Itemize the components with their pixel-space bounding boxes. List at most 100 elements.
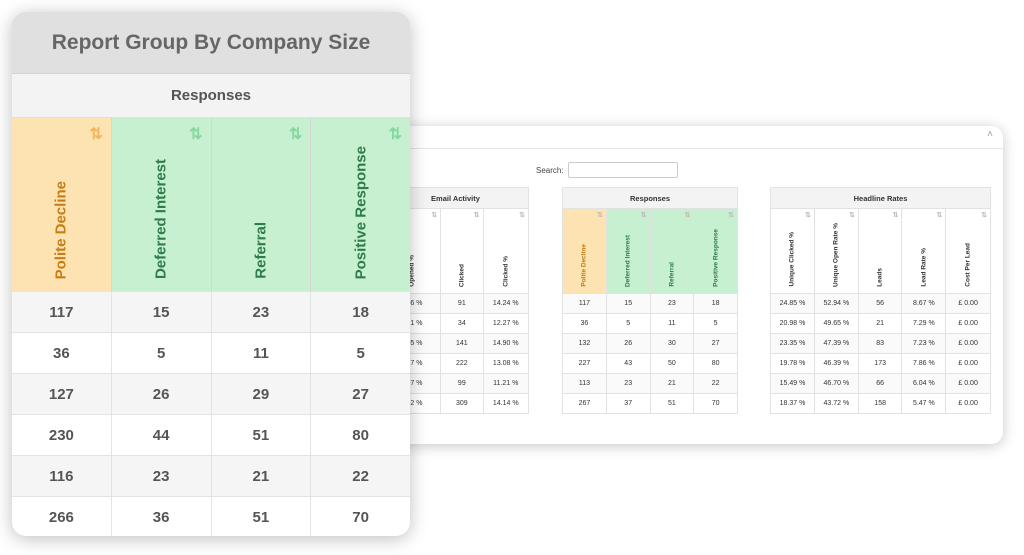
table-row: 116 23 21 22 (12, 455, 410, 496)
table-cell: 23.35 % (770, 333, 815, 354)
table-row: 19.78 % 46.39 % 173 7.86 % £ 0.00 (770, 353, 991, 374)
table-cell: 46.70 % (813, 373, 859, 394)
table-cell: 83 (857, 333, 903, 354)
col-referral[interactable]: ⇅ Referral (211, 118, 312, 291)
sort-icon[interactable]: ⇅ (805, 212, 811, 219)
table-cell: 8.67 % (901, 293, 947, 314)
table-cell: 44 (112, 415, 212, 455)
table-row: 36 5 11 5 (562, 313, 738, 334)
table-cell: £ 0.00 (945, 373, 991, 394)
table-cell: 21 (649, 373, 695, 394)
table-row: 18.37 % 43.72 % 158 5.47 % £ 0.00 (770, 393, 991, 414)
table-row: 20.98 % 49.65 % 21 7.29 % £ 0.00 (770, 313, 991, 334)
sort-icon[interactable]: ⇅ (189, 126, 203, 143)
search-label: Search: (536, 165, 564, 175)
col-referral[interactable]: ⇅ Referral (649, 208, 695, 294)
table-row: 132 26 30 27 (562, 333, 738, 354)
table-cell: 80 (693, 353, 738, 374)
sort-icon[interactable]: ⇅ (388, 126, 402, 143)
table-cell: 18 (693, 293, 738, 314)
table-row: 6.67 % 99 11.21 % (381, 373, 530, 394)
table-cell: 26 (605, 333, 651, 354)
table-cell: 22 (352, 467, 369, 485)
sort-icon[interactable]: ⇅ (892, 212, 899, 219)
table-cell: 18.37 % (770, 393, 815, 414)
table-row: 266 36 51 70 (12, 496, 410, 536)
table-cell: 34 (440, 313, 484, 334)
table-cell: 70 (693, 393, 738, 414)
sort-icon[interactable]: ⇅ (684, 212, 691, 219)
table-cell: 5 (605, 313, 651, 334)
responses-heading: Responses (562, 187, 738, 209)
company-size-report-card: Report Group By Company Size Responses ⇅… (12, 12, 410, 536)
table-cell: 309 (440, 393, 484, 414)
col-unique-open-rate[interactable]: ⇅ Unique Open Rate % (813, 208, 859, 294)
sort-icon[interactable]: ⇅ (288, 126, 303, 143)
col-deferred-interest[interactable]: ⇅ Deferred Interest (111, 118, 212, 291)
col-polite-decline[interactable]: ⇅ Polite Decline (12, 118, 112, 291)
search-input[interactable] (567, 162, 678, 178)
table-cell: 29 (212, 374, 312, 414)
table-body: 117 15 23 18 36 5 11 5 127 26 29 27 230 44 51 80 116 23 21… (12, 291, 410, 536)
responses-heading: Responses (12, 74, 410, 118)
table-cell: 24.85 % (770, 293, 815, 314)
sort-icon[interactable]: ⇅ (640, 212, 647, 219)
sort-icon[interactable]: ⇅ (89, 126, 103, 143)
table-cell: 66 (857, 373, 903, 394)
col-positive-response[interactable]: ⇅ Positive Response (311, 118, 410, 291)
sort-icon[interactable]: ⇅ (519, 212, 525, 219)
table-cell: 21 (212, 456, 312, 496)
table-cell: 23 (649, 293, 695, 314)
col-cost-per-lead[interactable]: ⇅ Cost Per Lead (945, 208, 991, 294)
table-cell: 37 (605, 393, 651, 414)
table-cell: 15 (112, 292, 212, 332)
table-row: 8.05 % 141 14.90 % (381, 333, 530, 354)
table-cell: 91 (440, 293, 484, 314)
report-title: Report Group By Company Size (12, 12, 410, 74)
table-cell: 12.27 % (482, 313, 530, 334)
table-row: 127 26 29 27 (12, 373, 410, 414)
table-cell: 11 (212, 333, 312, 373)
col-positive-response[interactable]: ⇅ Positive Response (693, 208, 738, 294)
sort-icon[interactable]: ⇅ (848, 212, 855, 219)
col-polite-decline[interactable]: ⇅ Polite Decline (562, 208, 607, 294)
collapse-chevron-icon[interactable]: ˄ (987, 129, 993, 140)
col-clicked[interactable]: ⇅ Clicked (440, 208, 484, 294)
col-deferred-interest[interactable]: ⇅ Deferred Interest (605, 208, 651, 294)
col-leads[interactable]: ⇅ Leads (857, 208, 903, 294)
table-cell: 99 (440, 373, 484, 394)
card-header-bar: ˄ (300, 126, 1003, 149)
table-row: 24.85 % 52.94 % 56 8.67 % £ 0.00 (770, 293, 991, 314)
table-cell: 43.72 % (813, 393, 859, 414)
table-cell: 230 (12, 415, 112, 455)
table-cell: 5 (112, 333, 212, 373)
sort-icon[interactable]: ⇅ (936, 212, 943, 219)
table-cell: 51 (212, 497, 312, 536)
table-cell: 227 (562, 353, 607, 374)
col-clicked-pct[interactable]: ⇅ Clicked % (482, 208, 530, 294)
headline-rates-table: Headline Rates ⇅ Unique Clicked % ⇅ Unique… (770, 187, 991, 414)
sort-icon[interactable]: ⇅ (431, 212, 438, 219)
col-unique-clicked-pct[interactable]: ⇅ Unique Clicked % (770, 208, 815, 294)
col-lead-rate[interactable]: ⇅ Lead Rate % (901, 208, 947, 294)
table-cell: 5.47 % (901, 393, 947, 414)
sort-icon[interactable]: ⇅ (728, 212, 734, 219)
table-row: 117 15 23 18 (562, 293, 738, 314)
table-cell: 14.90 % (482, 333, 530, 354)
table-row: 267 37 51 70 (562, 393, 738, 414)
table-cell: 51 (212, 415, 312, 455)
table-cell: 21 (857, 313, 903, 334)
table-cell: 15.49 % (770, 373, 815, 394)
sort-icon[interactable]: ⇅ (596, 212, 603, 219)
table-cell: 13.08 % (482, 353, 530, 374)
table-cell: 5 (693, 313, 738, 334)
table-cell: £ 0.00 (945, 293, 991, 314)
table-cell: 7.29 % (901, 313, 947, 334)
table-cell: 7.86 % (901, 353, 947, 374)
table-cell: 23 (212, 292, 312, 332)
table-cell: 20.98 % (770, 313, 815, 334)
table-cell: 141 (440, 333, 484, 354)
table-cell: 27 (693, 333, 738, 354)
sort-icon[interactable]: ⇅ (981, 212, 987, 219)
sort-icon[interactable]: ⇅ (473, 212, 480, 219)
